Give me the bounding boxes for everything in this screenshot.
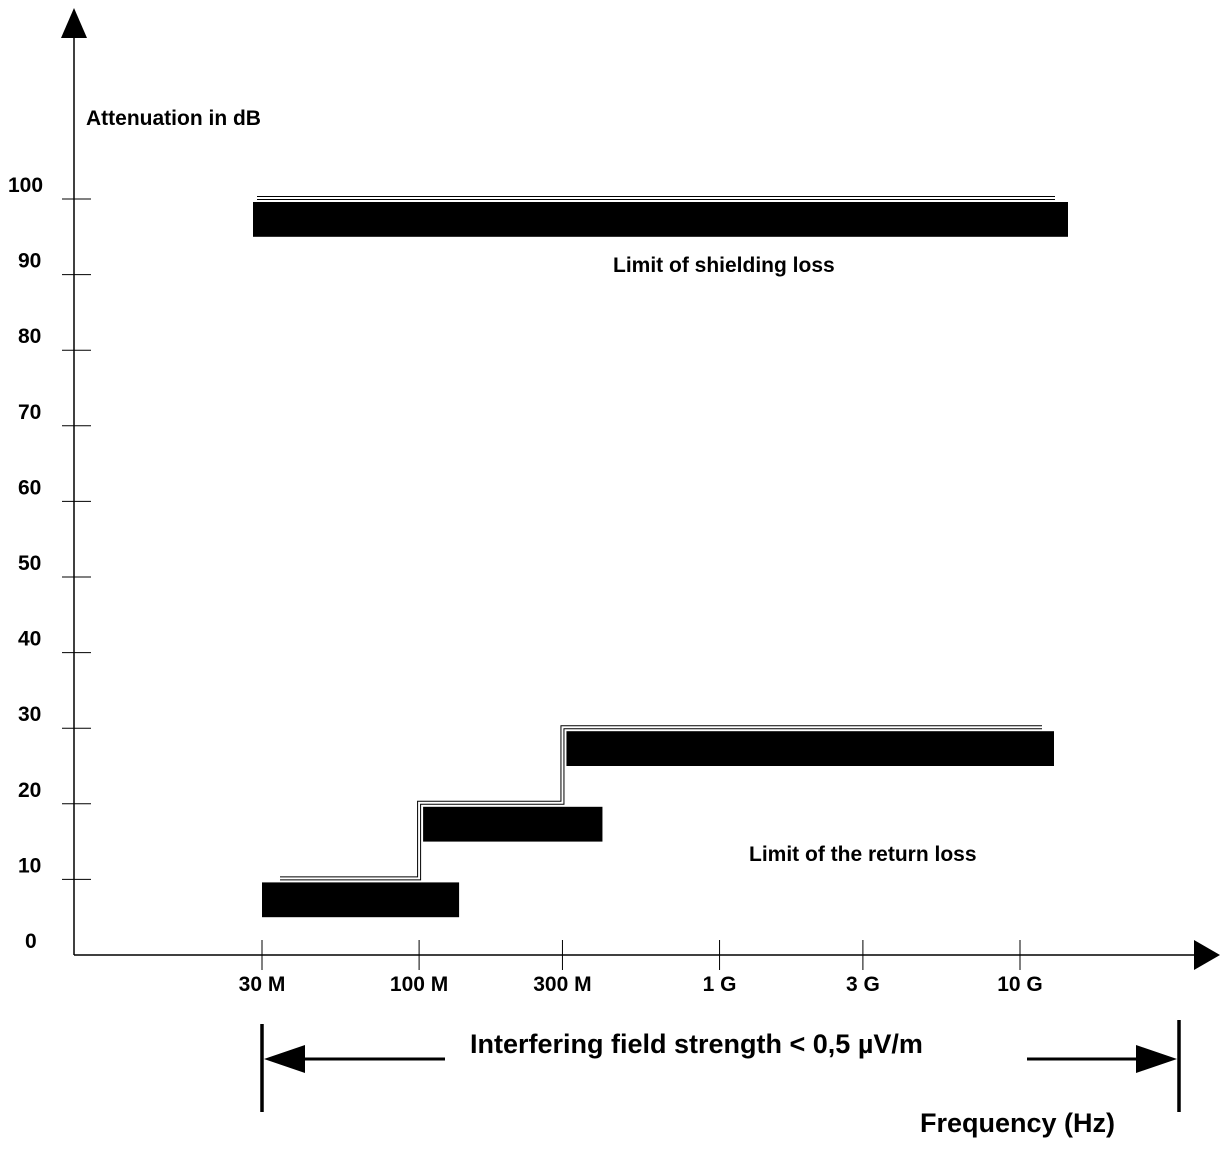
range-right-arrow [1136,1045,1177,1073]
y-ticks: 0 10 20 30 40 50 60 70 80 90 100 [8,174,91,953]
y-tick-label: 90 [18,250,41,273]
y-tick-label: 0 [25,930,37,953]
x-tick-label: 300 M [533,973,591,996]
y-axis-title: Attenuation in dB [86,107,261,130]
series-layer [253,196,1068,918]
range-label: Interfering field strength < 0,5 µV/m [470,1029,923,1059]
y-tick-label: 10 [18,854,41,877]
range-left-arrow [264,1045,305,1073]
x-axis-arrow [1194,940,1220,970]
y-tick-label: 80 [18,325,41,348]
x-tick-label: 30 M [239,973,286,996]
x-ticks: 30 M 100 M 300 M 1 G 3 G 10 G [239,940,1043,996]
y-tick-label: 100 [8,174,43,197]
shielding-loss-label: Limit of shielding loss [613,254,835,277]
band-shielding-0 [253,202,1068,237]
band-return-1 [423,806,603,842]
x-tick-label: 3 G [846,973,880,996]
y-axis-arrow [61,8,87,38]
x-axis-title: Frequency (Hz) [920,1108,1115,1138]
band-return-0 [262,882,460,918]
limit-line-inner-return [280,726,1042,880]
y-tick-label: 70 [18,401,41,424]
x-tick-label: 1 G [703,973,737,996]
y-tick-label: 20 [18,779,41,802]
y-tick-label: 50 [18,552,41,575]
return-loss-label: Limit of the return loss [749,843,977,866]
y-tick-label: 40 [18,628,41,651]
band-return-2 [566,731,1054,766]
x-tick-label: 10 G [997,973,1043,996]
y-tick-label: 60 [18,476,41,499]
x-tick-label: 100 M [390,973,448,996]
y-tick-label: 30 [18,703,41,726]
